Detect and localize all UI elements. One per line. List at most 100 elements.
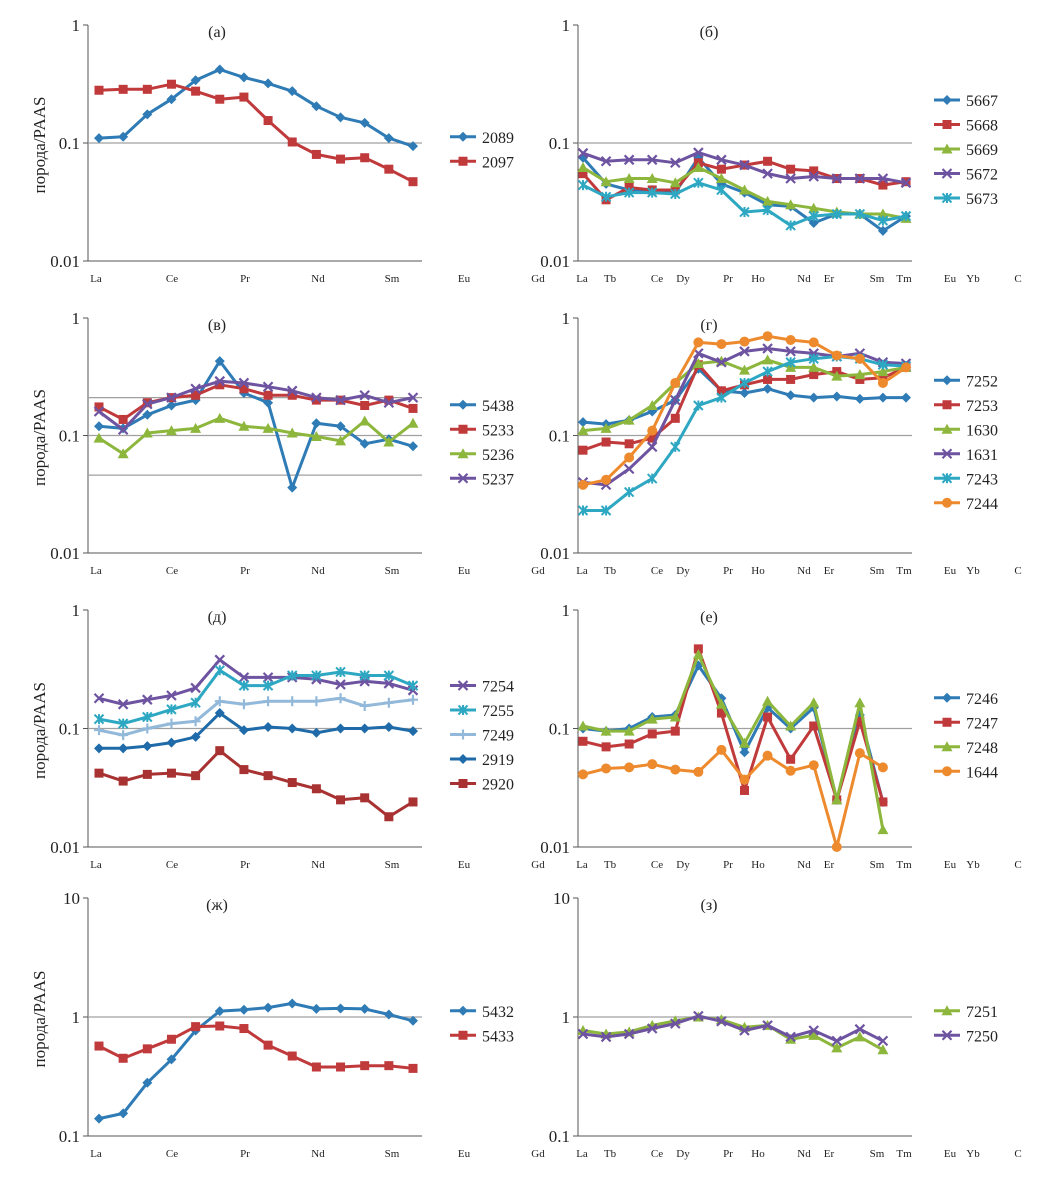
- series-line: [582, 653, 885, 830]
- data-point: [669, 711, 681, 722]
- panel-g: 0.01 0.1 1 (г) Gd La Tb Ce Dy Pr Ho Nd Er Sm Tm Eu Yb C 72…: [531, 309, 1021, 577]
- x-tick-label: Tb: [604, 273, 617, 285]
- data-point: [647, 187, 658, 198]
- legend-entry: 2919: [450, 752, 514, 769]
- data-point: [142, 711, 153, 723]
- legend-marker: [458, 754, 468, 764]
- data-point: [408, 726, 418, 737]
- data-point: [262, 680, 274, 691]
- x-tick-label: Sm: [385, 1148, 400, 1160]
- series-1644: [578, 744, 888, 852]
- x-tick-label: Dy: [676, 273, 690, 285]
- data-point: [624, 182, 634, 192]
- data-point: [166, 94, 177, 105]
- legend-marker: [458, 1005, 468, 1016]
- data-point: [693, 766, 704, 777]
- data-point: [287, 670, 298, 681]
- legend-entry: 5438: [450, 398, 514, 415]
- legend-label: 5438: [482, 398, 514, 415]
- data-point: [311, 1003, 322, 1014]
- data-point: [214, 654, 226, 666]
- data-point: [262, 422, 274, 433]
- data-point: [578, 479, 588, 490]
- legend-marker: [458, 131, 468, 142]
- data-point: [831, 350, 842, 361]
- data-point: [877, 173, 889, 184]
- data-point: [716, 184, 727, 196]
- data-point: [739, 184, 750, 195]
- data-point: [360, 793, 370, 803]
- data-point: [239, 1024, 249, 1034]
- data-point: [716, 356, 727, 368]
- x-tick-label: Nd: [311, 565, 325, 577]
- data-point: [359, 415, 371, 426]
- data-point: [715, 355, 727, 366]
- x-tick-label: Sm: [870, 1148, 885, 1160]
- data-point: [383, 670, 395, 681]
- legend-label: 7247: [966, 715, 998, 732]
- legend-label: 7252: [966, 373, 998, 390]
- x-tick-label: Pr: [723, 273, 733, 285]
- data-point: [263, 116, 273, 126]
- data-point: [716, 744, 727, 755]
- legend-entry: 7251: [934, 1004, 998, 1021]
- data-point: [287, 137, 297, 147]
- data-point: [215, 380, 225, 390]
- series-line: [98, 668, 414, 726]
- data-point: [693, 400, 704, 411]
- x-tick-label: La: [90, 1148, 102, 1160]
- data-point: [360, 401, 370, 411]
- x-tick-label: La: [576, 1148, 588, 1160]
- legend-label: 5667: [966, 93, 998, 110]
- data-point: [577, 161, 589, 172]
- data-point: [716, 386, 726, 396]
- data-point: [692, 161, 704, 172]
- data-point: [808, 1025, 819, 1036]
- data-point: [716, 164, 726, 174]
- series-line: [98, 359, 414, 490]
- legend-marker: [941, 168, 953, 179]
- legend-entry: 7248: [934, 740, 998, 757]
- y-axis-title: порода/PAAS: [30, 389, 49, 486]
- data-point: [808, 171, 819, 182]
- y-tick-label: 1: [562, 16, 571, 35]
- data-point: [239, 384, 249, 394]
- data-point: [716, 708, 726, 718]
- data-point: [360, 1061, 370, 1071]
- x-tick-label: C: [1014, 273, 1021, 285]
- data-point: [646, 1023, 658, 1034]
- data-point: [739, 364, 750, 375]
- legend-marker: [941, 741, 953, 752]
- data-point: [360, 153, 370, 163]
- data-point: [238, 1004, 249, 1015]
- legend-label: 5237: [482, 471, 514, 488]
- data-point: [142, 694, 153, 705]
- legend-marker: [941, 473, 953, 484]
- series-7251: [577, 1011, 889, 1055]
- data-point: [624, 762, 635, 773]
- data-point: [190, 731, 201, 742]
- data-point: [262, 672, 274, 683]
- data-point: [263, 771, 273, 781]
- legend-marker: [942, 375, 952, 386]
- data-point: [716, 154, 727, 166]
- data-point: [831, 1042, 843, 1053]
- data-point: [855, 716, 865, 726]
- data-point: [670, 377, 681, 388]
- data-point: [238, 672, 250, 683]
- legend-marker: [458, 399, 468, 410]
- data-point: [408, 177, 418, 187]
- data-point: [763, 712, 773, 722]
- data-point: [854, 353, 865, 364]
- data-point: [142, 398, 153, 410]
- data-point: [408, 141, 418, 152]
- data-point: [311, 670, 322, 681]
- legend-entry: 2097: [450, 154, 514, 171]
- x-tick-label: Sm: [870, 565, 885, 577]
- data-point: [166, 1034, 176, 1044]
- y-tick-label: 1: [562, 309, 571, 328]
- data-point: [311, 392, 322, 403]
- x-tick-label: Tb: [604, 1148, 617, 1160]
- data-point: [624, 739, 634, 749]
